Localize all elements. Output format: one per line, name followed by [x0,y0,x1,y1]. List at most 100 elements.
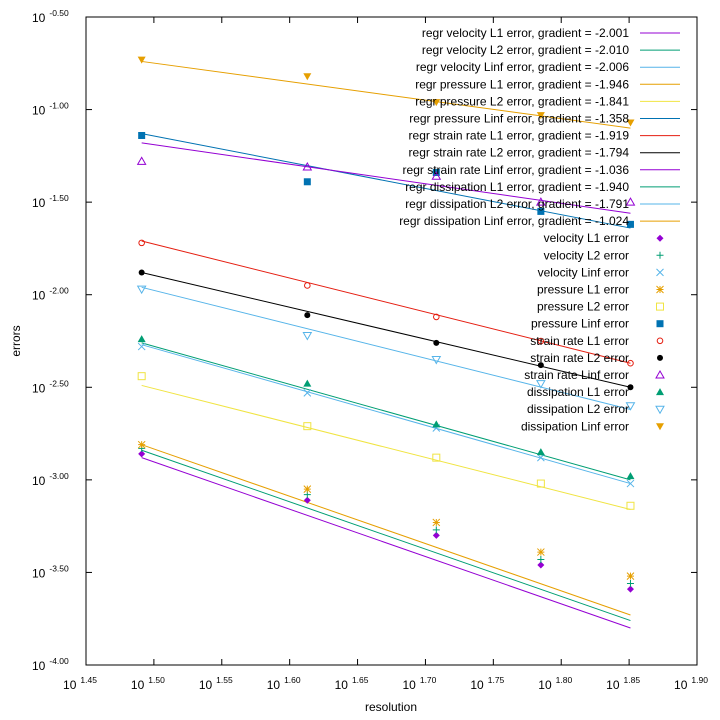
data-point [432,453,441,462]
regression-line [141,457,631,629]
x-tick-label: 10 1.75 [470,675,504,692]
regression-line [141,449,631,622]
legend-label: pressure L2 error [537,300,629,314]
x-tick-label-exponent: 1.90 [691,675,708,685]
y-tick-label-base: 10 [32,474,46,488]
legend-label: dissipation Linf error [521,419,629,433]
legend-marker-sample [656,388,664,396]
x-tick-label-exponent: 1.65 [352,675,369,685]
legend-marker-sample [656,251,664,259]
data-point [432,531,440,539]
data-point [137,342,146,351]
data-point [304,312,311,319]
data-point [626,572,635,580]
legend-label: pressure Linf error [531,317,629,331]
data-point [303,496,311,504]
x-tick-label-base: 10 [335,678,349,692]
legend-marker-sample [656,337,664,345]
legend-label: regr pressure L1 error, gradient = -1.94… [415,77,629,91]
y-tick-label: 10 -3.00 [32,471,69,488]
data-point [304,282,311,289]
y-tick-label: 10 -0.50 [32,8,69,25]
data-point [625,197,636,206]
data-point [536,112,545,120]
y-tick-label-base: 10 [32,566,46,580]
legend: regr velocity L1 error, gradient = -2.00… [399,26,680,433]
data-point [137,372,146,381]
legend-marker-sample [657,354,663,361]
y-tick-label-base: 10 [32,659,46,673]
legend-label: regr dissipation L2 error, gradient = -1… [405,197,629,211]
x-tick-label-base: 10 [402,678,416,692]
legend-label: regr velocity L1 error, gradient = -2.00… [422,26,629,40]
data-point [626,119,635,127]
x-tick-label-exponent: 1.75 [488,675,505,685]
x-tick-label-exponent: 1.45 [80,675,97,685]
y-tick-label-exponent: -3.00 [49,471,69,481]
data-point [433,339,440,346]
data-point [138,269,145,276]
x-tick-label-base: 10 [674,678,688,692]
legend-marker-sample [656,423,664,431]
regression-line [141,142,631,214]
data-point [303,422,312,431]
data-point [625,402,636,411]
x-tick-label-exponent: 1.80 [556,675,573,685]
data-point [535,197,546,206]
y-tick-label-base: 10 [32,196,46,210]
data-point [536,448,545,456]
data-point [303,379,312,387]
y-tick-label: 10 -1.50 [32,193,69,210]
y-tick-label-exponent: -4.00 [49,656,69,666]
data-point [537,555,545,563]
regression-line [141,444,631,616]
data-point [537,337,545,345]
data-point [137,56,146,64]
data-point [302,331,313,341]
y-tick-label: 10 -2.50 [32,378,69,395]
regression-line [141,60,631,129]
y-tick-label-base: 10 [32,289,46,303]
legend-label: regr velocity Linf error, gradient = -2.… [416,60,629,74]
x-axis-title: resolution [365,700,417,714]
data-point [537,453,545,462]
data-point [136,285,147,295]
regression-line [141,342,631,481]
data-point [537,548,545,556]
x-tick-label: 10 1.65 [335,675,369,692]
data-point [626,501,635,510]
data-point [303,73,312,81]
regression-line [141,344,631,485]
data-point [626,479,635,488]
regression-line [141,240,631,364]
regression-line [141,133,631,229]
y-tick-label-exponent: -0.50 [49,8,69,18]
x-tick-label-base: 10 [199,678,213,692]
legend-marker-sample [655,369,665,379]
legend-label: velocity L1 error [544,231,629,245]
x-tick-label-exponent: 1.50 [148,675,165,685]
y-tick-label-exponent: -1.00 [49,101,69,111]
axis-ticks: 10 1.45 10 1.50 10 1.55 10 1.60 10 1.65 10 1.70 10 1.… [32,8,708,692]
data-point [432,99,441,107]
y-tick-label-exponent: -1.50 [49,193,69,203]
data-point [303,388,312,397]
data-point [432,518,441,527]
data-point [537,207,545,215]
data-point [138,239,145,247]
y-tick-label-base: 10 [32,104,46,118]
data-point [535,380,546,389]
data-point [537,362,544,369]
legend-label: regr dissipation Linf error, gradient = … [399,214,629,228]
data-point [137,440,146,449]
y-tick-label-exponent: -2.50 [49,378,69,388]
legend-label: dissipation L2 error [527,402,629,416]
x-tick-label-exponent: 1.85 [624,675,641,685]
y-tick-label: 10 -2.00 [32,286,69,303]
legend-marker-sample [655,405,665,415]
data-point [627,384,634,391]
data-point [432,526,440,534]
data-markers [136,56,636,593]
x-tick-label-base: 10 [267,678,281,692]
